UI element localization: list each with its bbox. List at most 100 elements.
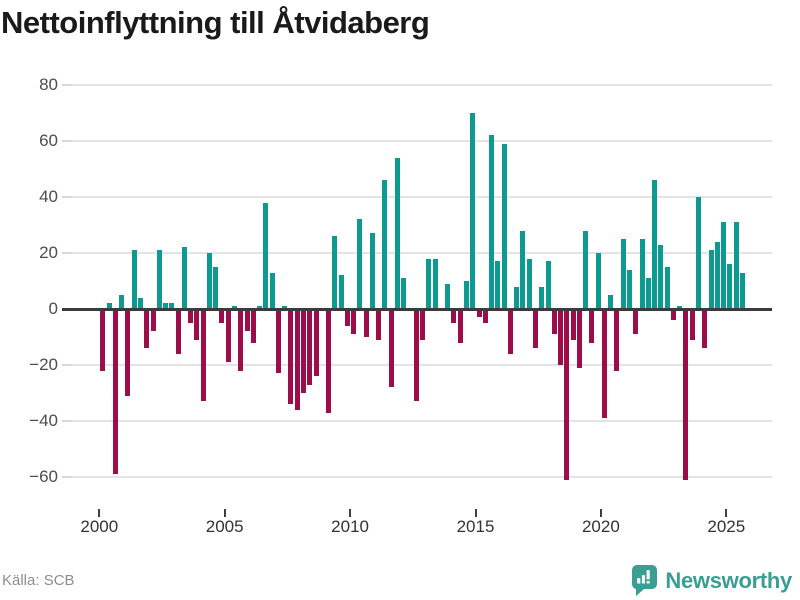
bar: [181, 247, 187, 309]
bar: [344, 309, 350, 326]
x-tick: [599, 509, 602, 517]
bar: [131, 250, 137, 309]
bar: [507, 309, 513, 354]
bar: [683, 309, 689, 480]
y-tick: [62, 364, 71, 366]
newsworthy-bars-icon: [631, 565, 658, 596]
bar: [564, 309, 570, 480]
y-tick: [62, 476, 71, 478]
x-tick: [474, 509, 477, 517]
bar: [482, 309, 488, 323]
bar: [332, 236, 338, 309]
y-axis-label: 40: [39, 187, 58, 206]
x-axis-label: 2010: [331, 517, 369, 536]
bar: [432, 258, 438, 309]
bar: [633, 309, 639, 335]
bar: [539, 286, 545, 309]
y-axis-label: 80: [39, 75, 58, 94]
bar: [382, 180, 388, 309]
y-axis-label: 0: [48, 299, 58, 318]
bar: [695, 197, 701, 309]
newsworthy-logo-text: Newsworthy: [665, 567, 792, 593]
bar: [351, 309, 357, 335]
bar: [608, 295, 614, 309]
x-tick: [223, 509, 226, 517]
bar: [150, 309, 156, 332]
bar: [326, 309, 331, 413]
bar: [369, 233, 375, 309]
bar: [300, 309, 306, 393]
bar: [639, 239, 645, 309]
bar: [376, 309, 382, 340]
x-tick: [725, 509, 728, 517]
bar: [545, 261, 551, 309]
bar: [175, 309, 181, 354]
y-axis-label: −60: [29, 467, 58, 486]
y-tick: [62, 140, 71, 142]
bar: [514, 286, 520, 309]
bar: [213, 267, 219, 309]
bar: [263, 202, 269, 309]
bar: [614, 309, 620, 371]
y-axis-label: −40: [29, 411, 58, 430]
gridline: [65, 420, 772, 422]
chart-title: Nettoinflyttning till Åtvidaberg: [1, 5, 430, 40]
bar: [733, 222, 739, 309]
bar: [739, 272, 745, 309]
bar: [670, 309, 676, 321]
bar: [112, 309, 118, 475]
bar: [413, 309, 419, 402]
bar: [489, 135, 494, 309]
bar: [363, 309, 369, 337]
bar: [476, 309, 482, 318]
bar: [294, 309, 300, 410]
bar: [338, 275, 344, 309]
bar: [652, 180, 658, 309]
newsworthy-logo: Newsworthy: [631, 565, 792, 596]
bar: [495, 261, 501, 309]
x-axis-label: 2025: [707, 517, 746, 536]
gridline: [65, 196, 772, 198]
x-axis-label: 2015: [456, 517, 495, 536]
x-axis-label: 2005: [205, 517, 244, 536]
bar: [313, 309, 319, 377]
bar: [357, 219, 363, 309]
bar: [501, 143, 507, 309]
bar: [570, 309, 576, 340]
bar: [426, 258, 432, 309]
bar: [125, 309, 131, 396]
bar: [451, 309, 457, 323]
bar: [601, 309, 607, 419]
x-axis-label: 2000: [80, 517, 119, 536]
y-axis-label: 60: [39, 131, 58, 150]
bar: [420, 309, 426, 340]
bar: [194, 309, 200, 340]
bar: [200, 309, 206, 402]
bar: [119, 295, 125, 309]
bar: [714, 241, 720, 309]
bar: [470, 113, 476, 309]
bar: [401, 278, 407, 309]
bar: [595, 253, 601, 309]
x-tick: [349, 509, 352, 517]
bar: [169, 303, 175, 309]
bar: [163, 303, 168, 309]
bar: [464, 281, 469, 309]
zero-axis-line: [65, 307, 772, 311]
bar: [708, 250, 714, 309]
bar: [445, 283, 451, 309]
source-label: Källa: SCB: [2, 572, 75, 589]
bar: [188, 309, 194, 323]
bar: [137, 297, 143, 309]
bar: [558, 309, 563, 365]
bar: [269, 272, 275, 309]
bar: [520, 230, 526, 309]
bar: [206, 253, 212, 309]
bar: [395, 157, 400, 309]
bar: [106, 303, 112, 309]
y-tick: [62, 252, 71, 254]
gridline: [65, 476, 772, 478]
bar: [727, 264, 733, 309]
bar: [620, 239, 626, 309]
bar: [457, 309, 463, 343]
